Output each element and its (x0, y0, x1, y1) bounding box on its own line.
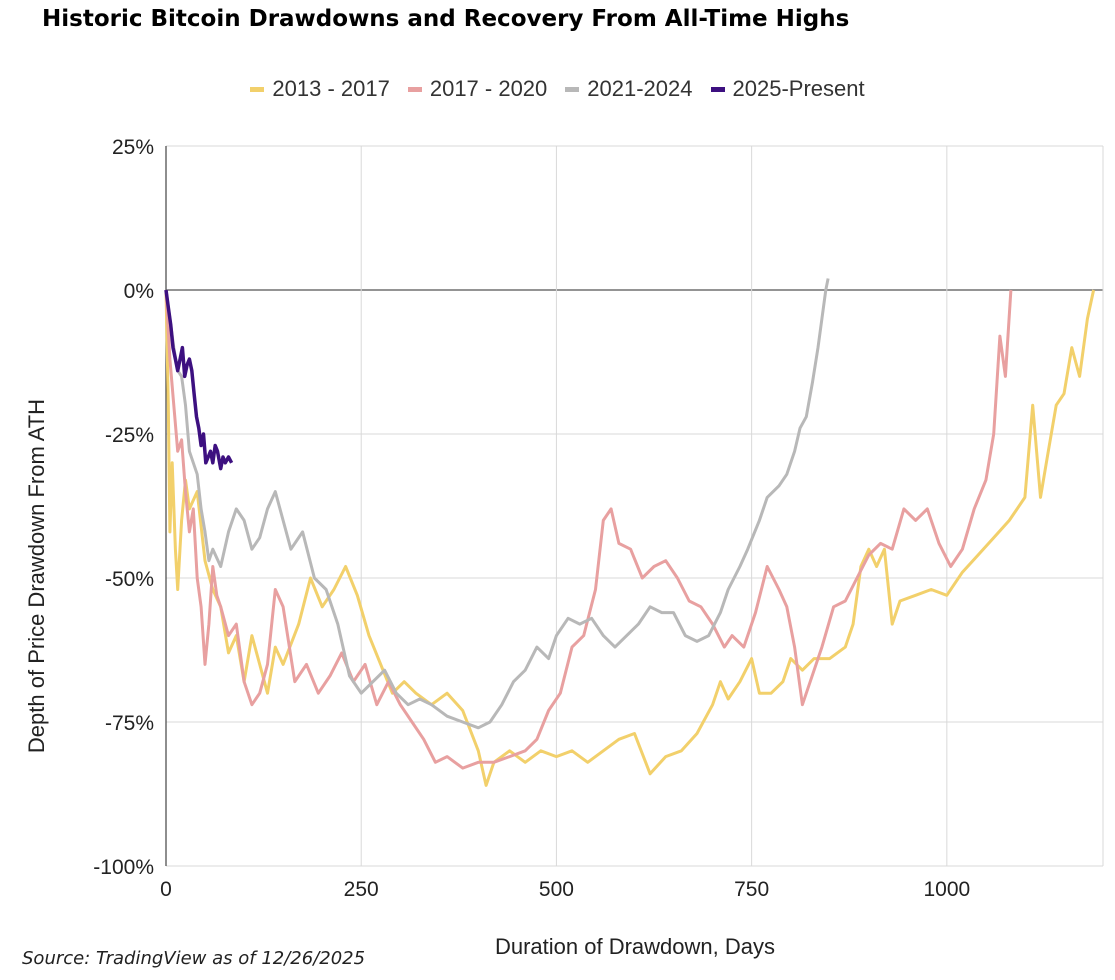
legend-item: 2025-Present (710, 76, 865, 102)
y-tick-label: -100% (93, 856, 154, 879)
x-tick-label: 500 (539, 878, 574, 901)
legend-label: 2017 - 2020 (429, 76, 548, 101)
y-axis-label: Depth of Price Drawdown From ATH (24, 399, 49, 753)
legend-swatch (565, 86, 580, 92)
series-line-4 (164, 289, 234, 471)
legend-swatch (710, 86, 725, 92)
legend-label: 2013 - 2017 (272, 76, 390, 101)
chart-title: Historic Bitcoin Drawdowns and Recovery … (42, 6, 850, 32)
x-tick-label: 750 (734, 878, 769, 901)
legend-item: 2017 - 2020 (407, 76, 548, 102)
legend-item: 2021-2024 (565, 76, 693, 102)
legend-item: 2013 - 2017 (250, 76, 390, 102)
x-axis-label: Duration of Drawdown, Days (494, 934, 775, 959)
x-tick-label: 1000 (923, 878, 970, 901)
y-tick-label: 0% (124, 280, 154, 303)
series-line-2 (164, 289, 1013, 770)
legend-label: 2025-Present (732, 76, 865, 101)
series-line-3 (164, 278, 830, 730)
source-note: Source: TradingView as of 12/26/2025 (22, 948, 366, 969)
legend-swatch (250, 86, 265, 92)
legend-label: 2021-2024 (587, 76, 693, 101)
y-tick-label: 25% (112, 136, 154, 159)
y-tick-label: -50% (105, 568, 154, 591)
legend: 2013 - 2017 2017 - 2020 2021-2024 2025-Pres… (0, 76, 1115, 102)
x-tick-label: 250 (344, 878, 379, 901)
x-tick-label: 0 (160, 878, 172, 901)
y-tick-label: -75% (105, 712, 154, 735)
y-tick-label: -25% (105, 424, 154, 447)
legend-swatch (407, 86, 422, 92)
